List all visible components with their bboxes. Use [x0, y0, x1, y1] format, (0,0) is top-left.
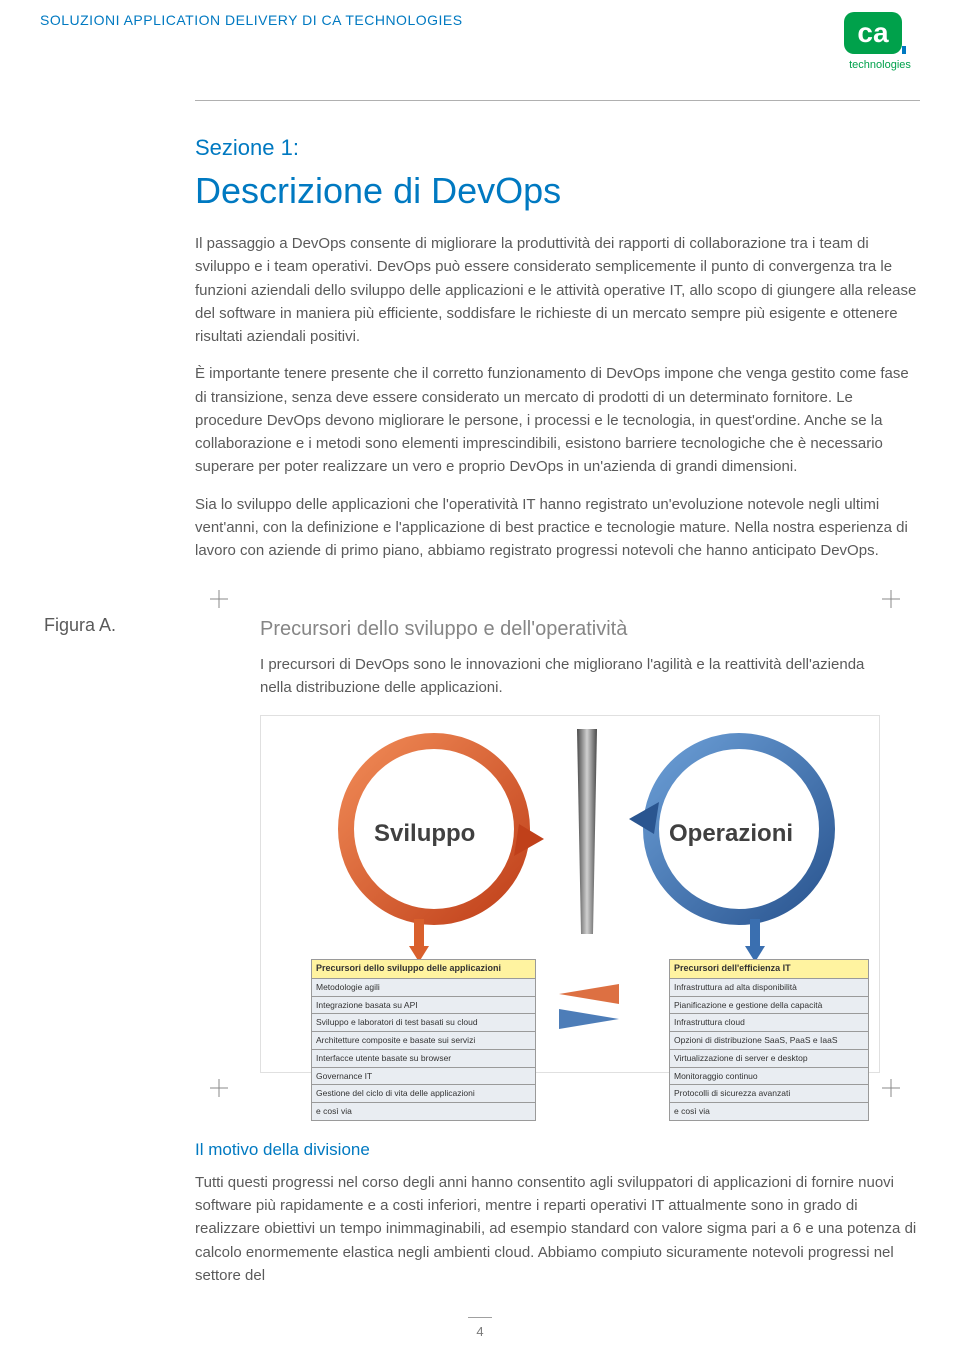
list-item: Gestione del ciclo di vita delle applica… — [311, 1085, 536, 1103]
devops-diagram: Sviluppo Operazioni Precursori dello svi… — [269, 724, 909, 1064]
list-item: Virtualizzazione di server e desktop — [669, 1050, 869, 1068]
svg-text:ca: ca — [857, 17, 889, 48]
section-title: Descrizione di DevOps — [195, 164, 920, 218]
diagram-right-label: Operazioni — [669, 816, 793, 852]
left-list: Precursori dello sviluppo delle applicaz… — [311, 959, 536, 1121]
left-list-head: Precursori dello sviluppo delle applicaz… — [311, 959, 536, 979]
corner-mark-icon — [882, 1079, 900, 1097]
list-item: Governance IT — [311, 1068, 536, 1086]
header-title: SOLUZIONI APPLICATION DELIVERY DI CA TEC… — [40, 10, 463, 31]
diagram-container: Sviluppo Operazioni Precursori dello svi… — [260, 715, 880, 1073]
list-item: Interfacce utente basate su browser — [311, 1050, 536, 1068]
ca-logo-icon: ca technologies — [840, 10, 920, 72]
figure-title: Precursori dello sviluppo e dell'operati… — [260, 614, 880, 644]
page-number-value: 4 — [476, 1324, 483, 1339]
header: SOLUZIONI APPLICATION DELIVERY DI CA TEC… — [40, 10, 920, 72]
list-item: Pianificazione e gestione della capacità — [669, 997, 869, 1015]
list-item: Monitoraggio continuo — [669, 1068, 869, 1086]
corner-mark-icon — [210, 590, 228, 608]
list-item: Infrastruttura cloud — [669, 1014, 869, 1032]
list-item: e così via — [669, 1103, 869, 1121]
corner-mark-icon — [210, 1079, 228, 1097]
page-number: 4 — [40, 1317, 920, 1342]
list-item: Opzioni di distribuzione SaaS, PaaS e Ia… — [669, 1032, 869, 1050]
figure-desc: I precursori di DevOps sono le innovazio… — [260, 654, 880, 699]
figure-a: Figura A. Precursori dello sviluppo e de… — [40, 590, 920, 1097]
list-item: Sviluppo e laboratori di test basati su … — [311, 1014, 536, 1032]
header-rule — [195, 100, 920, 101]
corner-mark-icon — [882, 590, 900, 608]
diagram-left-label: Sviluppo — [374, 816, 475, 852]
main-content: Sezione 1: Descrizione di DevOps Il pass… — [195, 131, 920, 562]
paragraph-1: Il passaggio a DevOps consente di miglio… — [195, 232, 920, 348]
page-root: SOLUZIONI APPLICATION DELIVERY DI CA TEC… — [0, 0, 960, 1372]
right-list-head: Precursori dell'efficienza IT — [669, 959, 869, 979]
figure-label: Figura A. — [44, 612, 116, 639]
sub-paragraph: Tutti questi progressi nel corso degli a… — [195, 1171, 920, 1287]
list-item: Infrastruttura ad alta disponibilità — [669, 979, 869, 997]
paragraph-2: È importante tenere presente che il corr… — [195, 362, 920, 478]
right-list: Precursori dell'efficienza IT Infrastrut… — [669, 959, 869, 1121]
sub-section: Il motivo della divisione Tutti questi p… — [195, 1137, 920, 1287]
figure-body: Precursori dello sviluppo e dell'operati… — [235, 590, 880, 1097]
list-item: Protocolli di sicurezza avanzati — [669, 1085, 869, 1103]
logo-subtext: technologies — [849, 59, 911, 71]
list-item: Metodologie agili — [311, 979, 536, 997]
ca-logo: ca technologies — [840, 10, 920, 72]
sub-heading: Il motivo della divisione — [195, 1137, 920, 1163]
list-item: e così via — [311, 1103, 536, 1121]
section-label: Sezione 1: — [195, 131, 920, 164]
list-item: Integrazione basata su API — [311, 997, 536, 1015]
paragraph-3: Sia lo sviluppo delle applicazioni che l… — [195, 493, 920, 563]
list-item: Architetture composite e basate sui serv… — [311, 1032, 536, 1050]
